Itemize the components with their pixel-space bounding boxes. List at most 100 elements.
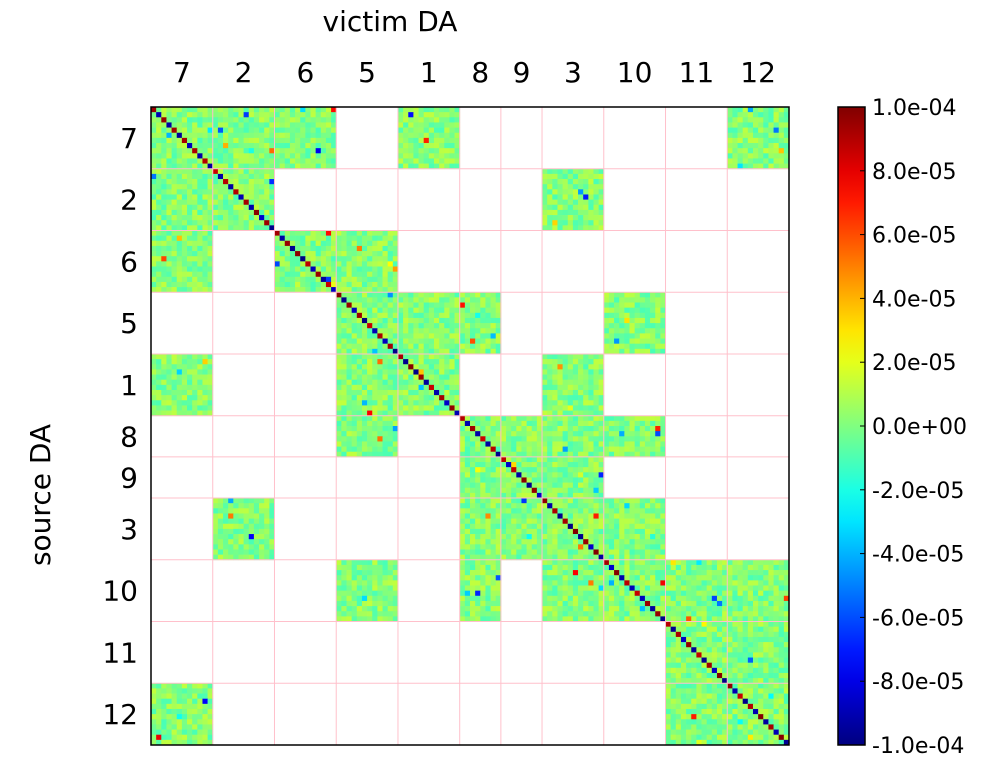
heatmap-cell-2528 [439, 405, 445, 411]
heatmap-cell-255 [228, 153, 234, 159]
heatmap-cell-3732 [583, 523, 589, 530]
heatmap-cell-1 [156, 107, 162, 113]
heatmap-cell-748 [171, 179, 178, 185]
heatmap-cell-2303 [392, 369, 399, 375]
heatmap-cell-3381 [238, 518, 244, 525]
heatmap-cell-540 [397, 153, 404, 159]
heatmap-cell-3005 [588, 451, 594, 458]
heatmap-cell-2782 [387, 451, 394, 458]
heatmap-cell-1474 [387, 240, 394, 247]
heatmap-cell-2493 [444, 389, 450, 396]
heatmap-cell-3661 [526, 554, 533, 561]
heatmap-cell-4575 [722, 595, 728, 602]
heatmap-cell-3288 [583, 477, 589, 483]
heatmap-cell-1815 [413, 328, 419, 334]
heatmap-cell-3368 [233, 513, 239, 519]
heatmap-cell-1441 [341, 230, 347, 236]
heatmap-cell-3792 [583, 549, 589, 555]
heatmap-cell-1781 [423, 312, 430, 319]
heatmap-cell-4694 [778, 585, 785, 591]
heatmap-cell-3418 [243, 534, 250, 540]
heatmap-cell-451 [433, 112, 440, 118]
heatmap-cell-2902 [531, 446, 538, 453]
heatmap-cell-1629 [382, 307, 389, 314]
heatmap-cell-1390 [325, 266, 332, 272]
heatmap-cell-1465 [341, 240, 347, 247]
heatmap-cell-191 [269, 122, 275, 128]
heatmap-cell-4958 [778, 636, 785, 643]
heatmap-cell-1103 [598, 204, 605, 211]
heatmap-cell-1913 [464, 317, 471, 324]
heatmap-cell-3544 [459, 544, 466, 550]
heatmap-cell-2460 [397, 379, 404, 386]
heatmap-cell-3786 [552, 549, 558, 555]
heatmap-cell-661 [732, 143, 738, 149]
heatmap-cell-2653 [547, 400, 553, 406]
heatmap-cell-780 [151, 194, 157, 200]
heatmap-cell-227 [269, 137, 275, 144]
heatmap-cell-4894 [696, 672, 702, 679]
heatmap-cell-3416 [233, 534, 239, 540]
heatmap-cell-3983 [372, 570, 378, 576]
heatmap-cell-449 [423, 112, 430, 118]
heatmap-cell-4163 [475, 600, 481, 607]
heatmap-cell-619 [763, 122, 769, 128]
heatmap-cell-1714 [387, 343, 394, 350]
heatmap-cell-2335 [372, 384, 378, 391]
heatmap-cell-2437 [403, 369, 409, 375]
heatmap-cell-715 [763, 163, 769, 170]
heatmap-cell-4029 [361, 590, 368, 597]
heatmap-cell-4441 [650, 600, 656, 607]
heatmap-cell-2566 [593, 359, 599, 365]
heatmap-cell-3237 [567, 456, 574, 463]
heatmap-cell-2907 [516, 451, 522, 458]
heatmap-cell-2549 [567, 353, 574, 360]
heatmap-cell-1612 [356, 302, 363, 309]
heatmap-cell-4865 [670, 662, 677, 669]
heatmap-cell-2010 [634, 307, 641, 314]
heatmap-cell-489 [444, 127, 450, 134]
heatmap-cell-2664 [542, 405, 548, 411]
heatmap-cell-392 [315, 148, 322, 154]
heatmap-cell-4142 [490, 585, 497, 591]
heatmap-cell-2324 [377, 379, 383, 386]
heatmap-cell-4731 [783, 600, 790, 607]
heatmap-cell-4205 [547, 564, 553, 571]
heatmap-cell-4532 [686, 580, 692, 586]
heatmap-cell-2280 [336, 364, 342, 370]
heatmap-cell-3073 [629, 441, 635, 447]
heatmap-cell-554 [408, 158, 414, 164]
heatmap-cell-1954 [470, 343, 476, 350]
heatmap-cell-2618 [552, 384, 558, 391]
heatmap-cell-4819 [680, 642, 687, 648]
heatmap-cell-82 [202, 137, 208, 144]
heatmap-cell-4840 [665, 652, 672, 658]
heatmap-cell-3286 [572, 477, 579, 483]
heatmap-cell-4698 [737, 590, 744, 597]
heatmap-cell-3893 [608, 534, 615, 540]
heatmap-cell-4842 [675, 652, 682, 658]
heatmap-cell-3721 [588, 518, 594, 525]
heatmap-cell-1317 [320, 235, 327, 242]
heatmap-cell-4798 [696, 631, 702, 638]
heatmap-cell-4571 [701, 595, 708, 602]
heatmap-cell-3632 [500, 539, 507, 545]
heatmap-cell-83 [207, 137, 214, 144]
heatmap-cell-1849 [403, 343, 409, 350]
heatmap-cell-2771 [392, 446, 399, 453]
heatmap-cell-4843 [680, 652, 687, 658]
heatmap-cell-2742 [367, 436, 373, 442]
heatmap-cell-2057 [629, 328, 635, 334]
heatmap-cell-762 [181, 184, 188, 190]
heatmap-cell-2862 [531, 420, 538, 427]
heatmap-cell-4630 [758, 559, 764, 566]
heatmap-cell-4255 [557, 585, 563, 591]
heatmap-cell-234 [243, 143, 250, 149]
heatmap-cell-630 [758, 127, 764, 134]
heatmap-cell-2570 [552, 364, 558, 370]
heatmap-cell-2279 [392, 359, 399, 365]
heatmap-cell-4901 [670, 678, 677, 684]
heatmap-cell-63 [166, 132, 172, 139]
heatmap-cell-1719 [351, 348, 358, 355]
heatmap-cell-446 [408, 112, 414, 118]
